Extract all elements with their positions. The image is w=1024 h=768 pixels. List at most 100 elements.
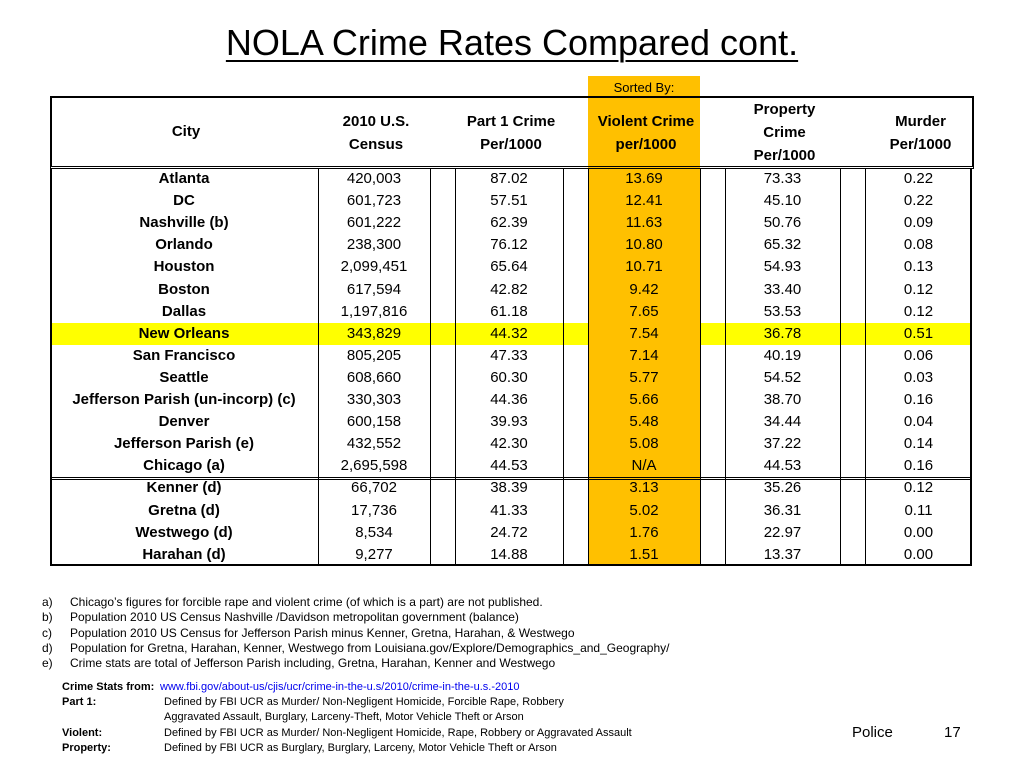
cell-violent: 3.13 (588, 477, 700, 500)
cell-city: Chicago (a) (143, 457, 225, 475)
footer-section: Police (852, 724, 893, 741)
violent-definition: Defined by FBI UCR as Murder/ Non-Neglig… (164, 727, 632, 739)
cell-violent: 5.02 (588, 499, 700, 522)
cell-census: 420,003 (346, 170, 402, 187)
cell-property: 65.32 (763, 236, 802, 254)
cell-violent: 7.14 (588, 344, 700, 367)
cell-violent: 10.71 (588, 256, 700, 279)
cell-census: 432,552 (346, 435, 402, 453)
cell-murder: 0.09 (903, 214, 934, 232)
crime-stats-link[interactable]: www.fbi.gov/about-us/cjis/ucr/crime-in-t… (160, 681, 520, 693)
cell-violent: 5.77 (588, 366, 700, 389)
footnote-e: e) Crime stats are total of Jefferson Par… (42, 656, 556, 670)
table-frame (50, 168, 972, 566)
cell-city: Kenner (d) (146, 479, 222, 497)
cell-violent: 9.42 (588, 278, 700, 301)
cell-census: 805,205 (346, 346, 402, 364)
group-separator (50, 477, 972, 480)
cell-part1: 76.12 (490, 236, 528, 254)
crime-stats-label: Crime Stats from: (62, 681, 155, 693)
cell-part1: 60.30 (490, 368, 528, 386)
table-row: Denver 600,158 39.93 5.48 34.44 0.04 (50, 411, 972, 434)
table-row: Jefferson Parish (un-incorp) (c) 330,303 4… (50, 389, 972, 411)
cell-city: Jefferson Parish (e) (113, 435, 255, 453)
cell-murder: 0.00 (903, 523, 934, 541)
cell-census: 600,158 (346, 413, 402, 431)
cell-part1: 24.72 (490, 523, 528, 541)
cell-census: 8,534 (355, 523, 393, 541)
cell-murder: 0.12 (903, 302, 934, 320)
cell-census: 2,695,598 (340, 457, 408, 475)
cell-city: San Francisco (132, 346, 236, 364)
cell-part1: 87.02 (490, 170, 528, 187)
table-row: New Orleans 343,829 44.32 7.54 36.78 0.51 (50, 322, 972, 345)
cell-property: 45.10 (763, 192, 802, 210)
divider (725, 168, 726, 566)
cell-city: Nashville (b) (139, 214, 229, 232)
cell-property: 22.97 (763, 523, 802, 541)
cell-part1: 38.39 (490, 479, 528, 497)
cell-city: Boston (158, 280, 210, 298)
divider (840, 168, 841, 566)
cell-census: 17,736 (351, 501, 397, 519)
footnote-c: c) Population 2010 US Census for Jefferso… (42, 625, 575, 640)
cell-city: Dallas (161, 302, 207, 320)
cell-city: Seattle (159, 368, 209, 386)
cell-census: 608,660 (346, 368, 402, 386)
cell-part1: 65.64 (490, 258, 528, 276)
property-label: Property: (62, 742, 111, 754)
cell-murder: 0.04 (903, 413, 934, 431)
cell-part1: 61.18 (490, 302, 528, 320)
footnote-a: a) Chicago’s figures for forcible rape an… (42, 595, 543, 609)
cell-city: Gretna (d) (148, 501, 220, 519)
cell-violent: 5.08 (588, 433, 700, 456)
cell-murder: 0.13 (903, 258, 934, 276)
cell-census: 238,300 (346, 236, 402, 254)
sorted-by-label: Sorted By: (613, 80, 675, 95)
table-row: Boston 617,594 42.82 9.42 33.40 0.12 (50, 278, 972, 301)
table-row: Chicago (a) 2,695,598 44.53 N/A 44.53 0.16 (50, 455, 972, 478)
cell-city: Orlando (155, 236, 213, 254)
cell-murder: 0.03 (903, 368, 934, 386)
table-row: San Francisco 805,205 47.33 7.14 40.19 0.06 (50, 344, 972, 367)
divider (700, 168, 701, 566)
cell-violent: 1.51 (588, 543, 700, 566)
cell-murder: 0.51 (903, 324, 934, 342)
table-row: Seattle 608,660 60.30 5.77 54.52 0.03 (50, 366, 972, 389)
table-row: Nashville (b) 601,222 62.39 11.63 50.76 0.09 (50, 212, 972, 235)
cell-murder: 0.16 (903, 457, 934, 475)
cell-violent: 7.65 (588, 300, 700, 323)
table-row: Dallas 1,197,816 61.18 7.65 53.53 0.12 (50, 300, 972, 323)
cell-violent: 10.80 (588, 234, 700, 257)
cell-murder: 0.11 (904, 501, 933, 519)
cell-census: 1,197,816 (340, 302, 408, 320)
divider (318, 168, 319, 566)
cell-murder: 0.08 (903, 236, 934, 254)
cell-property: 38.70 (763, 391, 802, 408)
property-definition: Defined by FBI UCR as Burglary, Burglary… (164, 742, 557, 754)
cell-property: 54.52 (763, 368, 802, 386)
slide-title: NOLA Crime Rates Compared cont. (225, 22, 799, 63)
table-row: Atlanta 420,003 87.02 13.69 73.33 0.22 (50, 168, 972, 190)
cell-violent: 1.76 (588, 521, 700, 544)
table-row: Westwego (d) 8,534 24.72 1.76 22.97 0.00 (50, 521, 972, 544)
cell-murder: 0.12 (903, 479, 934, 497)
cell-census: 9,277 (355, 545, 393, 563)
cell-city: DC (173, 192, 195, 210)
table-row: Kenner (d) 66,702 38.39 3.13 35.26 0.12 (50, 477, 972, 500)
footnote-b: b) Population 2010 US Census Nashville /D… (42, 610, 519, 624)
cell-property: 73.33 (763, 170, 802, 187)
cell-violent: 5.66 (588, 389, 700, 411)
cell-part1: 39.93 (490, 413, 528, 431)
cell-violent: N/A (588, 455, 700, 478)
cell-census: 601,222 (346, 214, 402, 232)
cell-property: 34.44 (763, 413, 802, 431)
table-row: Gretna (d) 17,736 41.33 5.02 36.31 0.11 (50, 499, 972, 522)
cell-city: Atlanta (158, 170, 210, 187)
header-part1: Part 1 Crime Per/1000 (466, 113, 556, 153)
divider (865, 168, 866, 566)
cell-violent: 11.63 (588, 212, 700, 235)
header-census: 2010 U.S. Census (342, 113, 410, 153)
table-row: Harahan (d) 9,277 14.88 1.51 13.37 0.00 (50, 543, 972, 566)
table-row: DC 601,723 57.51 12.41 45.10 0.22 (50, 190, 972, 213)
